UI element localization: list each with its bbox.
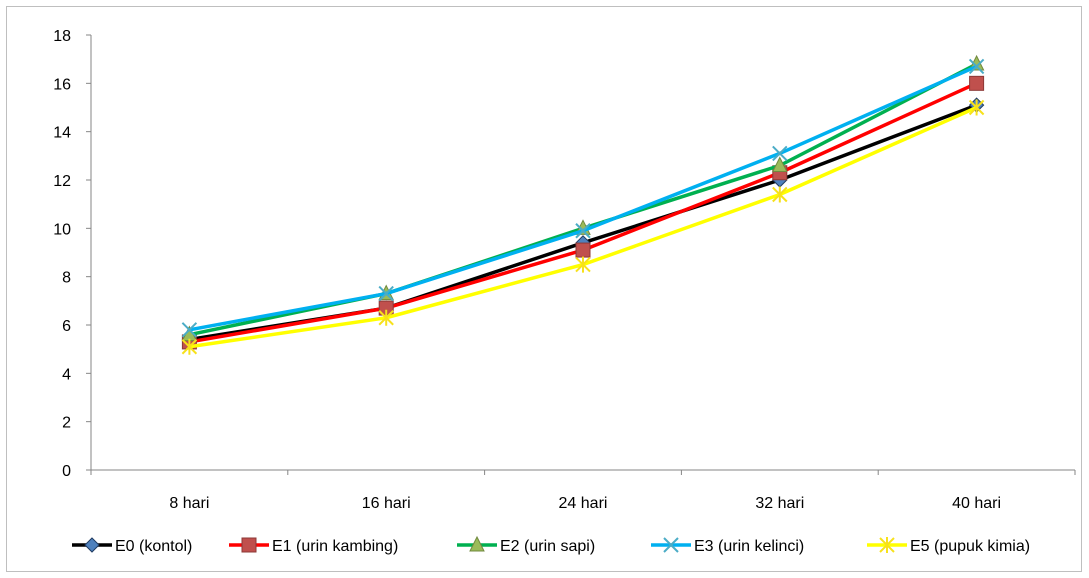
data-point bbox=[378, 309, 394, 326]
legend-marker bbox=[663, 537, 679, 553]
legend-marker bbox=[84, 537, 100, 553]
series-2 bbox=[181, 54, 985, 342]
series-line bbox=[189, 64, 978, 332]
x-tick-label: 40 hari bbox=[952, 495, 1001, 512]
legend-label: E0 (kontol) bbox=[115, 538, 192, 555]
legend-label: E3 (urin kelinci) bbox=[694, 538, 804, 555]
x-tick-label: 32 hari bbox=[755, 495, 804, 512]
legend-item: E1 (urin kambing) bbox=[229, 537, 398, 555]
axes bbox=[90, 35, 1075, 471]
y-tick-label: 14 bbox=[53, 125, 71, 142]
legend-item: E2 (urin sapi) bbox=[457, 535, 595, 555]
data-point bbox=[181, 322, 198, 338]
data-point bbox=[772, 186, 788, 203]
legend-marker bbox=[469, 535, 485, 552]
data-point bbox=[378, 285, 394, 302]
x-tick-label: 24 hari bbox=[559, 495, 608, 512]
data-point bbox=[771, 156, 788, 172]
legend-label: E2 (urin sapi) bbox=[500, 538, 595, 555]
y-tick-label: 12 bbox=[53, 173, 71, 190]
legend-label: E1 (urin kambing) bbox=[272, 538, 398, 555]
x-axis-ticks: 8 hari 16 hari 24 hari 32 hari 40 hari bbox=[90, 470, 1076, 512]
data-point bbox=[181, 338, 198, 355]
y-tick-label: 6 bbox=[62, 318, 71, 335]
data-point bbox=[772, 145, 788, 162]
y-tick-label: 10 bbox=[53, 221, 71, 238]
data-point bbox=[575, 223, 591, 239]
series-line bbox=[189, 81, 978, 344]
series-3 bbox=[181, 58, 985, 338]
legend-label: E5 (pupuk kimia) bbox=[910, 538, 1030, 555]
data-point bbox=[968, 99, 985, 116]
y-tick-label: 0 bbox=[62, 463, 71, 480]
data-point bbox=[968, 58, 985, 75]
x-tick-label: 16 hari bbox=[362, 495, 411, 512]
legend-marker bbox=[879, 537, 895, 553]
data-point bbox=[575, 242, 591, 258]
legend-marker bbox=[241, 537, 257, 553]
legend-item: E3 (urin kelinci) bbox=[651, 537, 804, 555]
data-point bbox=[575, 256, 591, 273]
data-point bbox=[969, 75, 985, 91]
series-4 bbox=[181, 99, 985, 355]
y-tick-label: 2 bbox=[62, 415, 71, 432]
x-tick-label: 8 hari bbox=[169, 495, 209, 512]
series-group bbox=[181, 54, 985, 355]
y-tick-label: 18 bbox=[53, 28, 71, 45]
legend-item: E5 (pupuk kimia) bbox=[867, 537, 1030, 555]
y-tick-label: 4 bbox=[62, 366, 71, 383]
series-line bbox=[189, 62, 978, 337]
y-tick-label: 16 bbox=[53, 76, 71, 93]
legend: E0 (kontol) E1 (urin kambing) E2 (urin sap… bbox=[72, 535, 1030, 555]
y-tick-label: 8 bbox=[62, 270, 71, 287]
legend-item: E0 (kontol) bbox=[72, 537, 192, 555]
y-axis-ticks: 0 2 4 6 8 10 12 14 16 18 bbox=[53, 28, 91, 480]
